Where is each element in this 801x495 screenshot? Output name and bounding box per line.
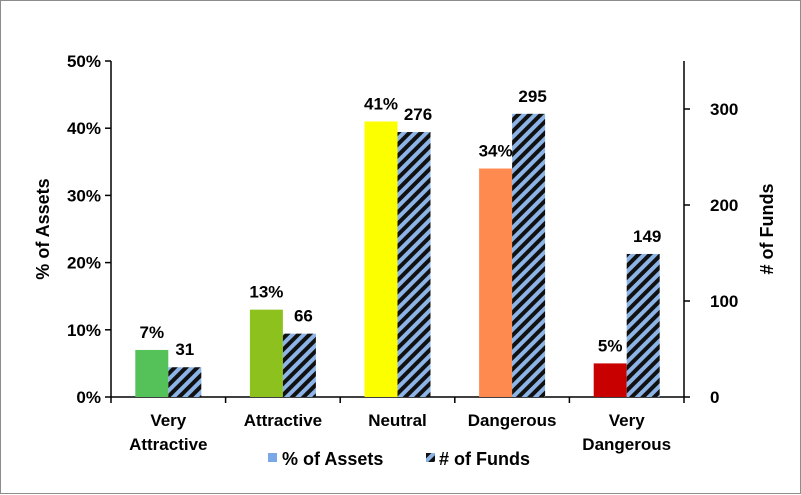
left-tick-label: 10% — [67, 321, 101, 340]
legend-swatch-pct-assets — [268, 453, 277, 462]
right-tick-label: 200 — [710, 196, 738, 215]
x-category-label-line: Attractive — [129, 435, 207, 454]
x-category-label-line: Dangerous — [582, 435, 671, 454]
legend-label-num-funds: # of Funds — [439, 449, 530, 469]
bar-label-num-funds: 31 — [175, 340, 194, 359]
left-tick-label: 0% — [76, 388, 101, 407]
bar-label-pct-assets: 5% — [598, 336, 623, 355]
x-category-label: Dangerous — [468, 411, 557, 430]
right-tick-label: 300 — [710, 100, 738, 119]
left-tick-label: 20% — [67, 254, 101, 273]
right-axis-title: # of Funds — [757, 184, 777, 275]
bar-label-num-funds: 149 — [633, 227, 661, 246]
bar-pct-assets — [249, 309, 283, 397]
right-tick-label: 0 — [710, 388, 719, 407]
x-category-label: Neutral — [368, 411, 427, 430]
left-axis-title: % of Assets — [33, 178, 53, 279]
bar-label-pct-assets: 34% — [479, 142, 513, 161]
legend-label-pct-assets: % of Assets — [282, 449, 383, 469]
left-tick-label: 30% — [67, 186, 101, 205]
left-tick-label: 40% — [67, 119, 101, 138]
left-tick-label: 50% — [67, 52, 101, 71]
right-tick-label: 100 — [710, 292, 738, 311]
bar-label-pct-assets: 7% — [140, 323, 165, 342]
bar-label-num-funds: 276 — [404, 105, 432, 124]
bar-num-funds — [512, 113, 546, 398]
bar-label-pct-assets: 41% — [364, 94, 398, 113]
bar-label-pct-assets: 13% — [249, 283, 283, 302]
bar-num-funds — [626, 253, 660, 397]
bar-pct-assets — [593, 363, 627, 397]
bar-pct-assets — [479, 168, 513, 397]
legend-swatch-num-funds — [426, 453, 435, 462]
bar-pct-assets — [135, 349, 169, 397]
x-category-label-line: Very — [150, 411, 186, 430]
x-category-label-line: Very — [609, 411, 645, 430]
x-category-label: Attractive — [244, 411, 322, 430]
bar-label-num-funds: 295 — [518, 87, 546, 106]
x-category-label: Very Attractive — [129, 411, 207, 454]
x-category-label: Very Dangerous — [582, 411, 671, 454]
bar-pct-assets — [364, 121, 398, 397]
bar-label-num-funds: 66 — [294, 307, 313, 326]
bar-num-funds — [168, 367, 202, 397]
bar-num-funds — [397, 132, 431, 398]
bar-num-funds — [282, 333, 316, 397]
